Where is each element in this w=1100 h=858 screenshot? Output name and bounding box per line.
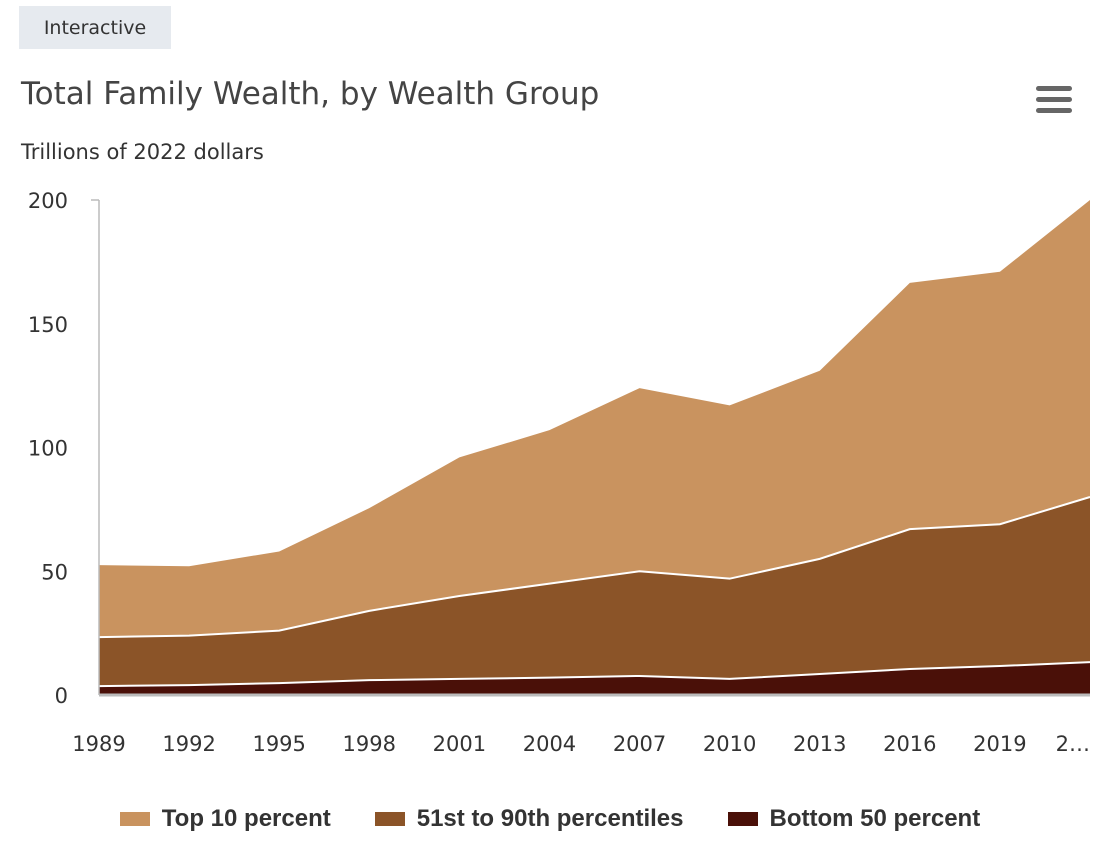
x-tick-label: 2001 — [433, 732, 486, 756]
area-51st-to-90th-percentiles[interactable] — [99, 497, 1090, 687]
y-tick-label: 150 — [28, 313, 68, 337]
x-tick-label: 2016 — [883, 732, 936, 756]
chart-title: Total Family Wealth, by Wealth Group — [21, 76, 600, 112]
x-tick-label: 2013 — [793, 732, 846, 756]
x-tick-label: 2… — [1056, 732, 1090, 756]
legend-item[interactable]: 51st to 90th percentiles — [374, 805, 684, 833]
y-tick-label: 0 — [55, 684, 68, 708]
legend-label: 51st to 90th percentiles — [416, 805, 684, 832]
legend-item[interactable]: Bottom 50 percent — [727, 805, 981, 833]
area-boundary-line — [98, 496, 1091, 639]
legend-label: Bottom 50 percent — [769, 805, 981, 832]
legend-label: Top 10 percent — [161, 805, 331, 832]
chart-subtitle: Trillions of 2022 dollars — [21, 140, 264, 164]
legend-swatch — [374, 812, 405, 826]
legend: Top 10 percent 51st to 90th percentiles Bo… — [0, 805, 1100, 833]
y-tick-label: 200 — [28, 189, 68, 213]
interactive-badge: Interactive — [19, 6, 171, 49]
legend-swatch — [727, 812, 758, 826]
legend-item[interactable]: Top 10 percent — [119, 805, 331, 833]
y-tick-label: 100 — [28, 437, 68, 461]
legend-swatch — [119, 812, 150, 826]
x-tick-label: 1995 — [252, 732, 305, 756]
x-tick-label: 1992 — [162, 732, 215, 756]
x-tick-label: 2010 — [703, 732, 756, 756]
x-tick-label: 1998 — [343, 732, 396, 756]
x-tick-label: 1989 — [72, 732, 125, 756]
x-tick-label: 2004 — [523, 732, 576, 756]
hamburger-menu-icon[interactable] — [1036, 86, 1072, 114]
area-boundary-line — [98, 661, 1091, 688]
y-tick-label: 50 — [41, 560, 68, 584]
area-bottom-50-percent[interactable] — [99, 662, 1090, 695]
x-tick-label: 2019 — [973, 732, 1026, 756]
x-tick-label: 2007 — [613, 732, 666, 756]
area-top-10-percent[interactable] — [99, 200, 1090, 638]
